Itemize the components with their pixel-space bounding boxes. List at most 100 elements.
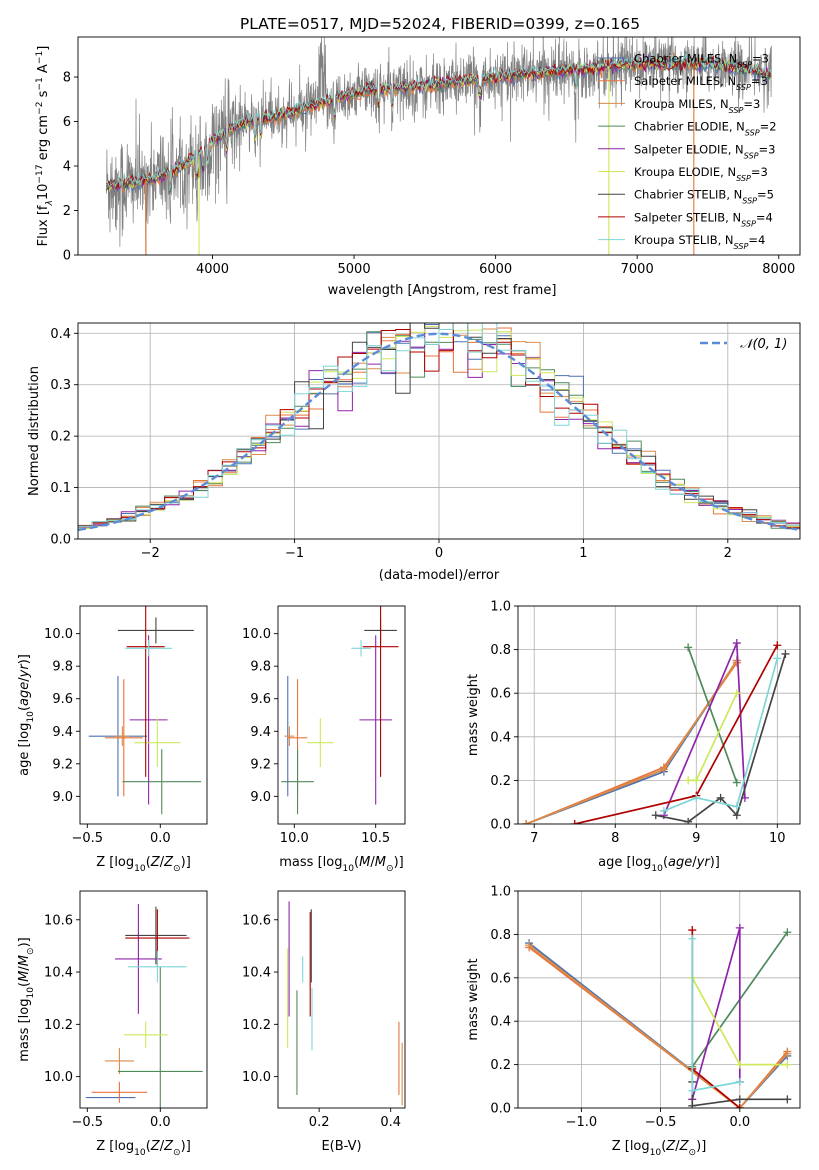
axes-mass_weight_vs_age: 7 8 9 10 0.0 0.2 0.4 0.6 0.8 1.0 age [log10(age/yr… (466, 600, 801, 874)
weight-marker-chabrier_stelib (783, 1095, 792, 1104)
axes-residuals: −2 −1 0 1 2 0.0 0.1 0.2 0.3 0.4 𝒩(0, 1) (data-model… (27, 322, 801, 583)
errorbar-salpeter_stelib (362, 606, 399, 777)
plot-area-age_vs_Z (88, 606, 202, 815)
y-tick-label: 10.0 (44, 1070, 73, 1085)
x-tick-label: 0 (435, 546, 443, 561)
x-tick-label: 10 (769, 831, 786, 846)
y-tick-label: 9.4 (52, 725, 73, 740)
x-axis-label: Z [log10(Z/Z⊙)] (96, 1139, 191, 1158)
y-tick-label: 2 (63, 204, 71, 219)
axes-mass_weight_vs_Z: −1.0 −0.5 0.0 0.0 0.2 0.4 0.6 0.8 1.0 Z [log10(Z/… (466, 885, 801, 1158)
y-tick-label: 1.0 (490, 600, 511, 615)
frame-age_vs_Z: −0.5 0.0 9.0 9.2 9.4 9.6 9.8 10.0 (44, 605, 208, 846)
x-axis-label: age [log10(age/yr)] (598, 855, 720, 874)
x-tick-label: 9 (692, 831, 700, 846)
weight-marker-kroupa_stelib (688, 1086, 697, 1095)
weight-marker-kroupa_elodie (684, 776, 693, 785)
y-axis-label: Flux [fλ10−17 erg cm−2 s−1 A−1] (35, 46, 55, 247)
weight-marker-chabrier_stelib (735, 1095, 744, 1104)
y-tick-label: 0.4 (490, 730, 511, 745)
plot-area-mass_vs_ebv (287, 901, 403, 1106)
y-axis-label: mass weight (466, 674, 481, 756)
weight-marker-chabrier_stelib (684, 817, 693, 824)
weight-marker-chabrier_elodie (684, 643, 693, 652)
weight-line-kroupa_stelib (663, 658, 779, 812)
x-axis-label: mass [log10(M/M⊙)] (279, 855, 403, 874)
y-tick-label: 9.6 (250, 692, 271, 707)
x-tick-label: 7 (530, 831, 538, 846)
x-tick-label: 7000 (621, 262, 654, 277)
y-tick-label: 6 (63, 115, 71, 130)
x-tick-label: −0.5 (72, 831, 104, 846)
x-axis-label: (data-model)/error (379, 568, 500, 583)
errorbar-salpeter_elodie (115, 904, 162, 1014)
weight-marker-kroupa_stelib (735, 1077, 744, 1086)
x-tick-label: −0.5 (72, 1115, 104, 1130)
x-axis-label: Z [log10(Z/Z⊙)] (612, 1139, 707, 1158)
x-tick-label: −1 (285, 546, 304, 561)
axes-age_vs_Z: −0.5 0.0 9.0 9.2 9.4 9.6 9.8 10.0 Z [log10(Z/Z⊙)… (17, 605, 208, 874)
x-tick-label: −1.0 (566, 1115, 598, 1130)
weight-line-salpeter_miles (528, 946, 788, 1108)
axes-mass_vs_Z: −0.5 0.0 10.0 10.2 10.4 10.6 Z [log10(Z/Z⊙)] ma… (17, 890, 208, 1158)
model-spectrum-kroupa_stelib (105, 52, 772, 191)
legend-label: Salpeter MILES, NSSP=3 (634, 74, 768, 92)
plot-area-mass_weight_vs_Z (518, 891, 800, 1108)
errorbar-kroupa_stelib (128, 951, 187, 983)
y-tick-label: 0.3 (50, 378, 71, 393)
x-tick-label: 2 (724, 546, 732, 561)
weight-marker-chabrier_stelib (781, 649, 790, 658)
frame-age_vs_mass: 10.0 10.5 9.0 9.2 9.4 9.6 9.8 10.0 (242, 605, 406, 846)
x-axis-label: E(B-V) (321, 1139, 361, 1154)
errorbar-salpeter_stelib (126, 606, 165, 777)
weight-marker-kroupa_stelib (692, 793, 701, 802)
y-tick-label: 0.4 (490, 1015, 511, 1030)
y-tick-label: 9.8 (250, 660, 271, 675)
weight-line-salpeter_stelib (574, 644, 779, 824)
model-spectrum-salpeter_stelib (105, 55, 772, 189)
x-tick-label: −0.5 (645, 1115, 677, 1130)
frame-mass_weight_vs_age: 7 8 9 10 0.0 0.2 0.4 0.6 0.8 1.0 (490, 600, 801, 846)
errorbar-salpeter_miles (104, 679, 143, 797)
y-tick-label: 0.2 (490, 1058, 511, 1073)
y-tick-label: 9.2 (250, 757, 271, 772)
spectrum-legend: Chabrier MILES, NSSP=3 Salpeter MILES, NS… (598, 52, 777, 251)
errorbar-salpeter_miles (91, 1081, 148, 1103)
errorbar-chabrier_elodie (117, 966, 203, 1108)
weight-marker-kroupa_elodie (732, 689, 741, 698)
y-tick-label: 10.0 (242, 627, 271, 642)
y-tick-label: 10.2 (44, 1018, 73, 1033)
axes-border (79, 605, 208, 825)
y-tick-label: 0.6 (490, 687, 511, 702)
weight-marker-kroupa_miles (783, 1049, 792, 1058)
axes-border (517, 890, 801, 1109)
y-tick-label: 0.0 (490, 1102, 511, 1117)
y-axis-label: age [log10(age/yr)] (17, 654, 36, 776)
errorbar-kroupa_stelib (125, 640, 172, 657)
y-tick-label: 9.4 (250, 725, 271, 740)
y-axis-label: mass [log10(M/M⊙)] (17, 937, 36, 1061)
weight-marker-salpeter_stelib (773, 641, 782, 650)
y-tick-label: 0.2 (50, 430, 71, 445)
legend-label: Kroupa MILES, NSSP=3 (634, 97, 760, 115)
y-tick-label: 0.8 (490, 643, 511, 658)
x-tick-label: 1 (579, 546, 587, 561)
weight-marker-salpeter_elodie (735, 923, 744, 932)
errorbar-kroupa_elodie (134, 718, 181, 768)
frame-spectrum: 4000 5000 6000 7000 8000 0 2 4 6 8 (63, 36, 801, 277)
axes-mass_vs_ebv: 0.2 0.4 10.0 10.2 10.4 10.6 E(B-V) (242, 890, 406, 1154)
plot-area-mass_vs_Z (85, 904, 203, 1108)
x-tick-label: 0.2 (309, 1115, 330, 1130)
x-axis-label: wavelength [Angstrom, rest frame] (328, 283, 557, 298)
x-tick-label: 5000 (338, 262, 371, 277)
errorbar-salpeter_elodie (129, 635, 168, 805)
weight-marker-chabrier_stelib (651, 811, 660, 820)
x-tick-label: 10.0 (280, 831, 309, 846)
errorbar-chabrier_stelib (125, 906, 187, 965)
weight-marker-kroupa_miles (525, 941, 534, 950)
errorbar-kroupa_miles (284, 726, 295, 746)
weight-marker-chabrier_stelib (716, 793, 725, 802)
plot-area-mass_weight_vs_age (518, 606, 800, 824)
errorbar-chabrier_elodie (281, 749, 314, 815)
y-tick-label: 4 (63, 160, 71, 175)
